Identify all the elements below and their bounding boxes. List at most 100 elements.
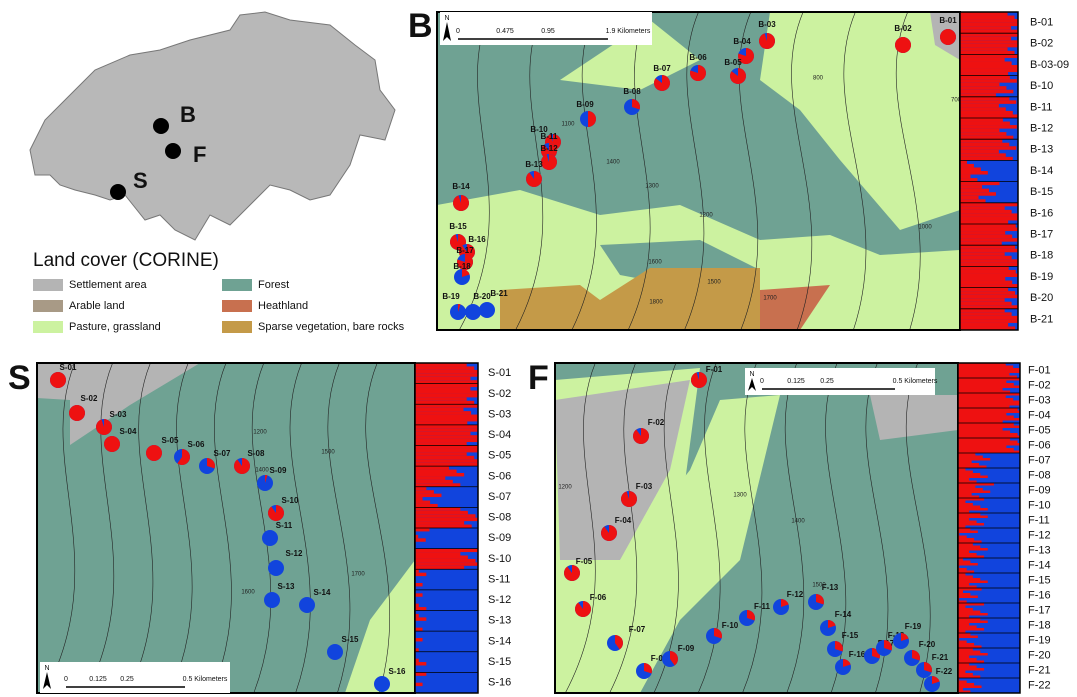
ancestry-bar-share (415, 373, 478, 376)
bar-label: S-13 (488, 615, 511, 627)
ancestry-bar-share (960, 30, 1018, 34)
ancestry-bar-share (960, 238, 1018, 242)
map-panel: 12001400150017001600S-01S-02S-03S-04S-05… (8, 359, 511, 693)
site-label: S-08 (248, 449, 265, 458)
ancestry-bar-share (960, 33, 1018, 37)
ancestry-bar-share (415, 672, 426, 675)
ancestry-bar-share (960, 213, 1018, 217)
ancestry-bar-share (958, 636, 978, 639)
bar-label: S-05 (488, 450, 511, 462)
bar-label: S-04 (488, 429, 511, 441)
site-pie-share (541, 154, 557, 170)
ancestry-bar-share (415, 397, 467, 400)
ancestry-bar-share (958, 516, 988, 519)
ancestry-bar-share (415, 408, 464, 411)
site-label: F-09 (678, 644, 695, 653)
legend-item: Sparse vegetation, bare rocks (258, 321, 405, 333)
ancestry-bar-share (960, 224, 1016, 228)
ancestry-bar-share (960, 47, 1008, 51)
ancestry-bar-share (415, 463, 478, 466)
ancestry-bar-share (415, 366, 474, 369)
scale-label: 0 (760, 378, 764, 385)
scale-label: 0.5 Kilometers (893, 378, 938, 385)
site-pie-share (895, 37, 911, 53)
site-label: F-07 (629, 625, 646, 634)
ancestry-bar-share (415, 394, 478, 397)
bar-label: F-19 (1028, 634, 1051, 646)
ancestry-bar-share (960, 316, 1018, 320)
ancestry-bar-share (960, 217, 1018, 221)
site-label: F-02 (648, 418, 665, 427)
ancestry-bar-share (958, 666, 977, 669)
contour-label: 1400 (606, 160, 620, 166)
site-label: F-10 (722, 621, 739, 630)
ancestry-bar-share (415, 497, 423, 500)
ancestry-bar-share (960, 295, 1018, 299)
ancestry-bar-share (958, 373, 1009, 376)
bar-label: F-11 (1028, 514, 1050, 526)
contour-label: 1300 (733, 493, 747, 499)
ancestry-bar-share (958, 536, 967, 539)
ancestry-bar-share (415, 683, 423, 686)
ancestry-bar-share (958, 576, 973, 579)
ancestry-bar-share (960, 288, 1008, 292)
bar-label: S-11 (488, 573, 510, 585)
ancestry-bar-share (958, 381, 1006, 384)
ancestry-bar-share (960, 182, 999, 186)
ancestry-bar-share (415, 607, 426, 610)
site-pie (262, 530, 278, 546)
ancestry-bar-share (960, 192, 996, 196)
bar-label: S-01 (488, 367, 511, 379)
contour-label: 1000 (918, 225, 932, 231)
bar-label: B-11 (1030, 101, 1052, 113)
ancestry-bar-share (960, 100, 1016, 104)
ancestry-bar-share (960, 164, 974, 168)
ancestry-bar-share (958, 568, 967, 571)
site-label: S-13 (278, 582, 295, 591)
ancestry-bar-share (415, 483, 460, 486)
ancestry-bar-share (960, 83, 999, 87)
figure: BFS Land cover (CORINE)Settlement areaAr… (0, 0, 1077, 697)
ancestry-bar-share (958, 431, 1010, 434)
ancestry-bar-share (415, 538, 426, 541)
site-label: B-18 (453, 262, 471, 271)
ancestry-bar-share (960, 302, 1012, 306)
ancestry-bar-share (415, 490, 434, 493)
ancestry-bar-share (960, 114, 1018, 118)
ancestry-bar-share (415, 521, 464, 524)
site-label: F-15 (842, 631, 859, 640)
ancestry-bar-share (415, 518, 478, 521)
legend-item: Forest (258, 279, 289, 291)
ancestry-bar-share (960, 266, 1009, 270)
ancestry-bar-share (958, 441, 1018, 444)
ancestry-bar-share (960, 203, 1018, 207)
site-pie-share (601, 525, 617, 541)
ancestry-bar-share (960, 167, 981, 171)
ancestry-bar-share (415, 418, 478, 421)
ancestry-bar-share (960, 242, 1002, 246)
ancestry-bar-share (960, 118, 1003, 122)
ancestry-bar-share (415, 528, 429, 531)
site-pie-share (69, 405, 85, 421)
ancestry-bar-share (415, 380, 478, 383)
ancestry-bar-share (958, 503, 973, 506)
ancestry-bar-share (415, 566, 464, 569)
ancestry-bar-share (415, 384, 478, 387)
ancestry-bar-share (958, 443, 1020, 446)
ancestry-bar-share (960, 146, 1016, 150)
site-pie-share (575, 601, 591, 617)
bar-label: B-01 (1030, 17, 1053, 29)
ancestry-bar-share (960, 16, 1015, 20)
bar-label: B-17 (1030, 229, 1053, 241)
ancestry-bar-share (960, 37, 1011, 41)
ancestry-bar-share (958, 486, 975, 489)
legend-swatch (33, 279, 63, 291)
ancestry-bar-share (958, 471, 973, 474)
site-pie-share (940, 29, 956, 45)
ancestry-bar-share (958, 446, 1006, 449)
ancestry-bar-share (958, 476, 988, 479)
ancestry-bar-share (960, 90, 1013, 94)
bar-label: F-06 (1028, 439, 1051, 451)
bar-label: S-14 (488, 635, 511, 647)
ancestry-bar-share (960, 319, 1018, 323)
